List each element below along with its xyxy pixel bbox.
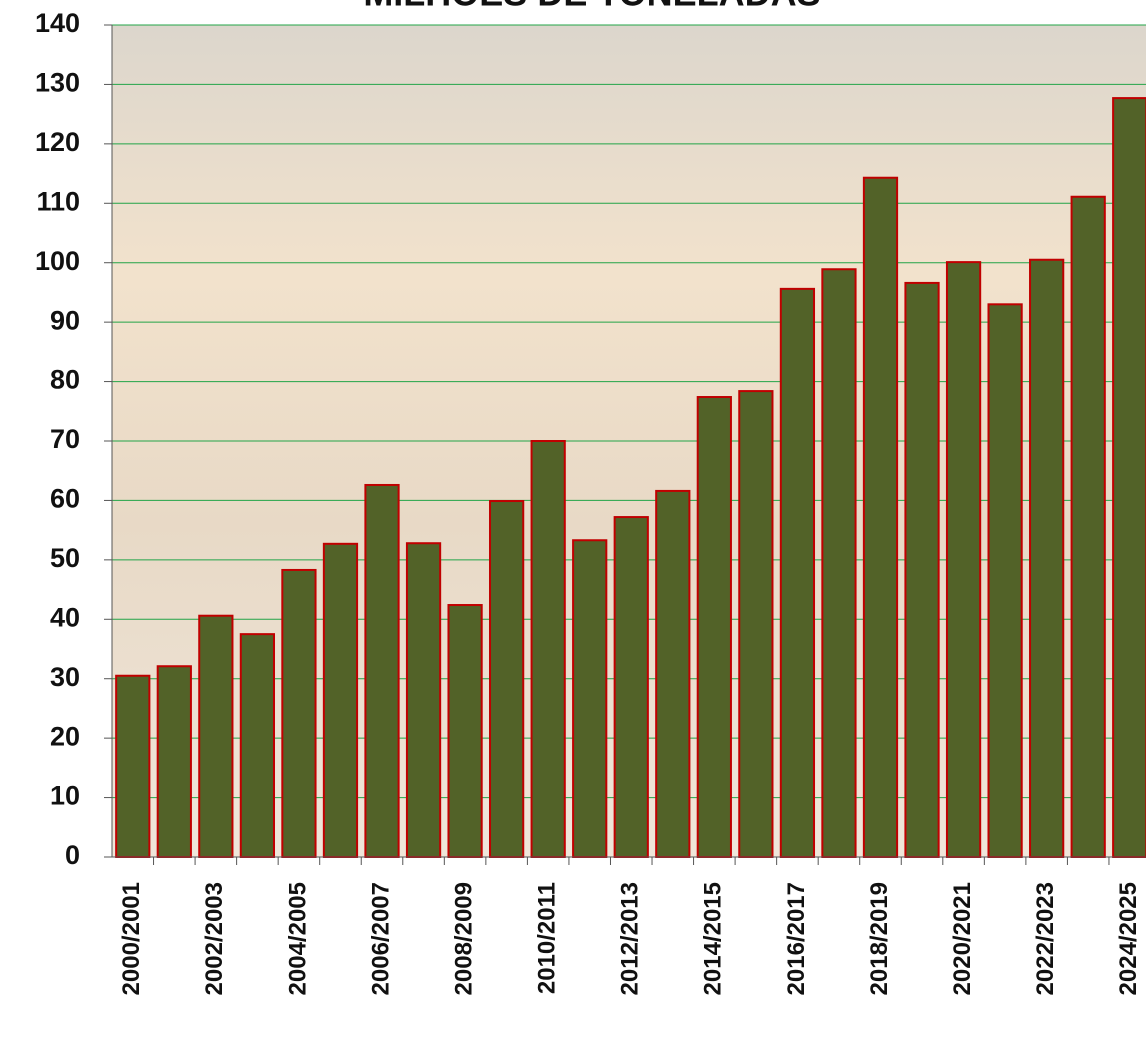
x-tick-label: 2024/2025 <box>1115 882 1142 995</box>
x-tick-label: 2002/2003 <box>201 882 228 995</box>
y-tick-label: 10 <box>50 781 80 811</box>
x-tick-label: 2004/2005 <box>284 882 311 995</box>
bar <box>1112 97 1146 858</box>
bar <box>405 542 442 859</box>
y-tick-label: 120 <box>35 127 80 157</box>
x-tick-label: 2010/2011 <box>534 882 561 994</box>
chart-title: MILHÕES DE TONELADAS <box>363 0 820 14</box>
y-tick-label: 30 <box>50 662 80 692</box>
bar <box>904 281 940 859</box>
bar <box>239 633 276 859</box>
bar <box>530 440 566 858</box>
bar <box>862 176 899 858</box>
bar <box>281 568 317 859</box>
bar <box>115 674 151 858</box>
bar <box>696 396 732 858</box>
y-tick-label: 140 <box>35 8 80 38</box>
y-tick-label: 130 <box>35 68 80 98</box>
bar <box>821 268 857 859</box>
x-tick-label: 2018/2019 <box>866 882 893 995</box>
y-tick-label: 20 <box>50 721 80 751</box>
y-tick-label: 70 <box>50 424 80 454</box>
x-tick-label: 2006/2007 <box>367 882 394 995</box>
bar <box>572 539 608 858</box>
bar <box>322 542 359 858</box>
x-tick-label: 2012/2013 <box>617 882 644 995</box>
y-tick-label: 80 <box>50 365 80 395</box>
y-tick-label: 50 <box>50 543 80 573</box>
y-tick-label: 0 <box>65 840 80 870</box>
bar <box>987 303 1023 859</box>
bar <box>779 287 816 858</box>
x-tick-label: 2008/2009 <box>450 882 477 995</box>
bar <box>738 390 774 858</box>
y-tick-label: 90 <box>50 305 80 335</box>
x-tick-label: 2022/2023 <box>1032 882 1059 995</box>
y-tick-label: 60 <box>50 484 80 514</box>
bar <box>1070 195 1106 858</box>
bar <box>489 500 525 858</box>
bar <box>198 614 234 858</box>
x-tick-label: 2000/2001 <box>118 882 145 995</box>
bar <box>364 483 400 858</box>
y-tick-label: 100 <box>35 246 80 276</box>
y-tick-label: 40 <box>50 602 80 632</box>
x-tick-label: 2020/2021 <box>949 882 976 995</box>
bar <box>1029 258 1065 858</box>
bar <box>945 261 982 858</box>
y-tick-label: 110 <box>36 186 80 216</box>
bar <box>447 604 483 858</box>
x-tick-label: 2014/2015 <box>700 882 727 995</box>
x-tick-label: 2016/2017 <box>783 882 810 995</box>
bar <box>655 489 691 858</box>
bar <box>613 516 649 858</box>
bar <box>156 665 192 859</box>
